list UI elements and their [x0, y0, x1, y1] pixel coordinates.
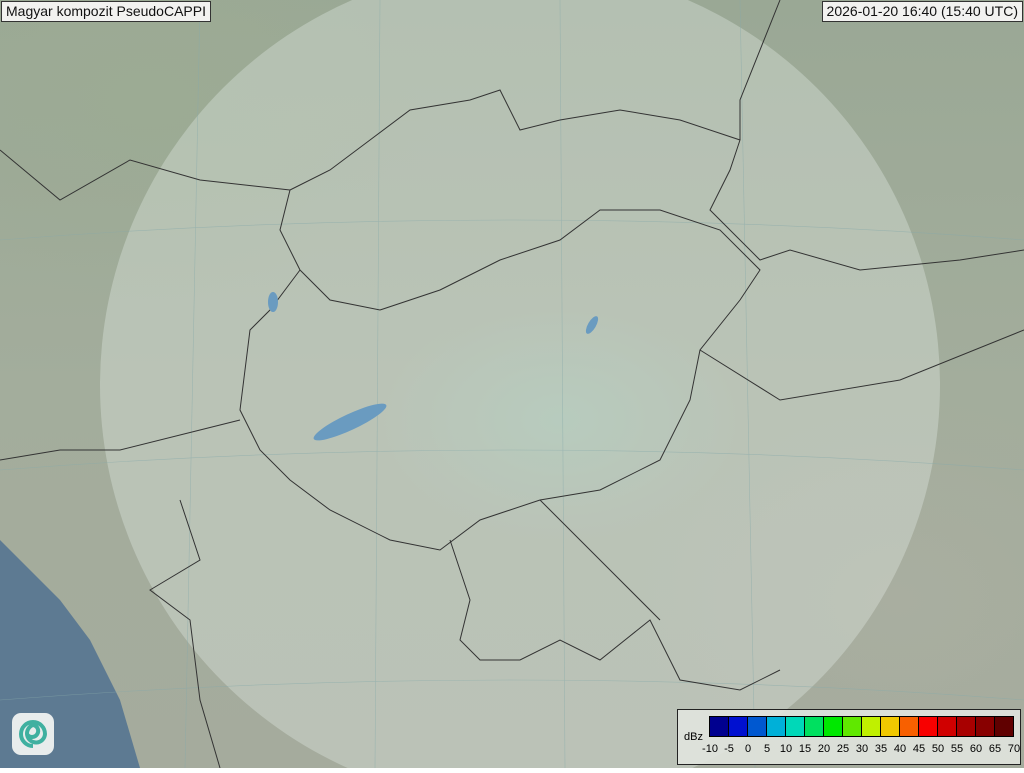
- legend-swatch: [729, 717, 748, 736]
- legend-unit: dBz: [684, 731, 703, 743]
- sea-adriatic: [0, 540, 140, 768]
- legend-tick-label: 55: [950, 743, 964, 755]
- legend-tick-label: 45: [912, 743, 926, 755]
- legend-swatch: [900, 717, 919, 736]
- legend-tick-label: 25: [836, 743, 850, 755]
- legend-tick-label: 35: [874, 743, 888, 755]
- legend-tick-label: 15: [798, 743, 812, 755]
- legend-swatch: [767, 717, 786, 736]
- legend-tick-label: 60: [969, 743, 983, 755]
- legend-swatch: [710, 717, 729, 736]
- timestamp: 2026-01-20 16:40 (15:40 UTC): [821, 1, 1023, 22]
- legend-tick-label: 65: [988, 743, 1002, 755]
- legend-swatch: [976, 717, 995, 736]
- legend-color-bar: [709, 716, 1014, 737]
- legend-tick-label: 70: [1007, 743, 1021, 755]
- legend-tick-label: 30: [855, 743, 869, 755]
- color-legend: dBz -10 -5 0 5 10 15 20 25 30 35 40 45 50 55 60 65 70: [677, 709, 1021, 765]
- legend-swatch: [805, 717, 824, 736]
- legend-tick-label: -5: [724, 743, 734, 755]
- swirl-logo-icon[interactable]: [12, 713, 54, 755]
- legend-tick-label: 0: [744, 743, 752, 755]
- legend-swatch: [824, 717, 843, 736]
- legend-swatch: [786, 717, 805, 736]
- product-title: Magyar kompozit PseudoCAPPI: [1, 1, 211, 22]
- legend-swatch: [748, 717, 767, 736]
- lake-neusiedl: [268, 292, 278, 312]
- legend-swatch: [881, 717, 900, 736]
- legend-tick-label: 20: [817, 743, 831, 755]
- legend-tick-label: 5: [763, 743, 771, 755]
- legend-tick-label: 10: [779, 743, 793, 755]
- legend-tick-label: 40: [893, 743, 907, 755]
- legend-swatch: [995, 717, 1013, 736]
- legend-tick-label: 50: [931, 743, 945, 755]
- legend-swatch: [938, 717, 957, 736]
- legend-swatch: [843, 717, 862, 736]
- legend-tick-label: -10: [702, 743, 718, 755]
- radar-coverage-circle: [100, 0, 940, 773]
- lake-balaton: [313, 403, 387, 441]
- legend-swatch: [919, 717, 938, 736]
- lake-tisza: [585, 316, 599, 334]
- legend-swatch: [862, 717, 881, 736]
- lakes: [268, 292, 599, 441]
- legend-swatch: [957, 717, 976, 736]
